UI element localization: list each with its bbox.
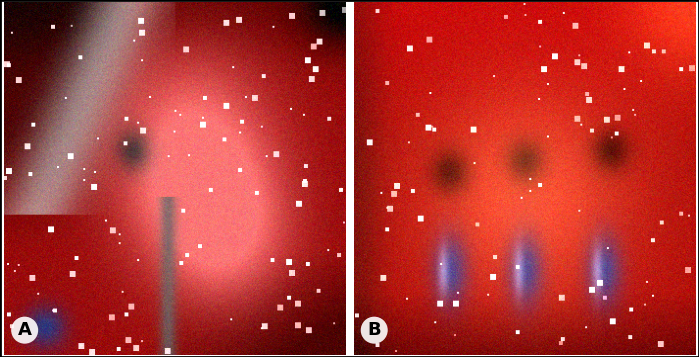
Text: B: B — [368, 321, 381, 339]
Text: A: A — [17, 321, 31, 339]
